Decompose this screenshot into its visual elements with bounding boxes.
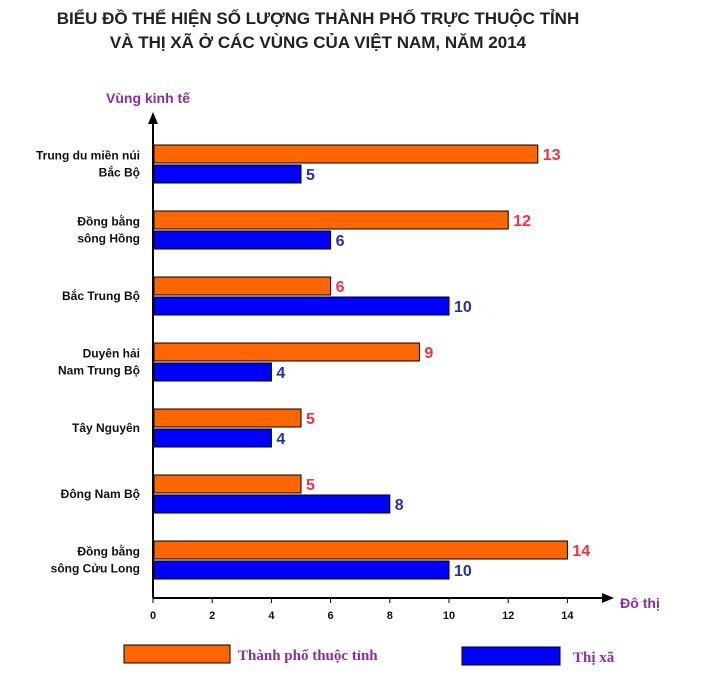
legend: Thành phố thuộc tỉnh Thị xã (123, 644, 615, 666)
bar-thanh-pho-4 (153, 408, 302, 428)
chart-title-line-2: VÀ THỊ XÃ Ở CÁC VÙNG CỦA VIỆT NAM, NĂM 2… (110, 32, 527, 52)
bar-thi-xa-5 (153, 494, 391, 514)
value-label-thi-xa-1: 6 (336, 233, 345, 250)
bar-thanh-pho-5 (153, 474, 302, 494)
category-label-0-line-0: Trung du miền núi (36, 149, 140, 163)
category-label-2-line-0: Bắc Trung Bộ (62, 288, 140, 303)
value-label-thanh-pho-4: 5 (306, 411, 315, 428)
x-axis-arrow (602, 593, 614, 603)
value-label-thi-xa-4: 4 (276, 431, 285, 448)
category-label-0-line-1: Bắc Bộ (99, 165, 140, 180)
bar-thanh-pho-1 (153, 210, 509, 230)
y-axis-title: Vùng kinh tế (106, 90, 190, 106)
bar-thanh-pho-6 (153, 540, 568, 560)
bar-thi-xa-1 (153, 230, 332, 250)
legend-swatch-thanh-pho (123, 644, 231, 664)
bar-thi-xa-6 (153, 560, 450, 580)
category-label-5-line-0: Đông Nam Bộ (61, 487, 140, 501)
x-tick-label-12: 12 (502, 610, 514, 622)
legend-swatch-thi-xa (461, 646, 561, 666)
value-label-thi-xa-6: 10 (454, 563, 472, 580)
value-label-thi-xa-3: 4 (276, 365, 285, 382)
bar-thi-xa-0 (153, 164, 302, 184)
category-label-6-line-0: Đồng bằng (77, 544, 140, 559)
x-tick-label-14: 14 (561, 610, 574, 622)
ticks-group: 0 2 4 6 8 10 12 14 (150, 598, 574, 622)
bar-thanh-pho-2 (153, 276, 332, 296)
value-label-thi-xa-2: 10 (454, 299, 472, 316)
value-label-thi-xa-0: 5 (306, 167, 315, 184)
category-label-3-line-1: Nam Trung Bộ (58, 364, 140, 378)
value-label-thanh-pho-6: 14 (572, 543, 590, 560)
value-label-thanh-pho-3: 9 (424, 345, 433, 362)
category-label-1-line-0: Đồng bằng (77, 214, 140, 229)
bar-thi-xa-3 (153, 362, 272, 382)
x-tick-label-4: 4 (268, 610, 275, 622)
x-tick-label-10: 10 (443, 610, 455, 622)
bar-thi-xa-4 (153, 428, 272, 448)
value-label-thanh-pho-1: 12 (513, 213, 531, 230)
x-tick-label-0: 0 (150, 610, 156, 622)
value-label-thanh-pho-2: 6 (336, 279, 345, 296)
x-tick-label-8: 8 (387, 610, 393, 622)
x-tick-label-6: 6 (328, 610, 334, 622)
axes-group (148, 112, 614, 603)
category-label-1-line-1: sông Hồng (77, 232, 140, 246)
chart-title: BIỂU ĐỒ THỂ HIỆN SỐ LƯỢNG THÀNH PHỐ TRỰC… (57, 8, 579, 52)
category-label-6-line-1: sông Cửu Long (51, 562, 140, 576)
chart-title-line-1: BIỂU ĐỒ THỂ HIỆN SỐ LƯỢNG THÀNH PHỐ TRỰC… (57, 8, 579, 28)
value-label-thanh-pho-0: 13 (543, 147, 561, 164)
value-label-thi-xa-5: 8 (395, 497, 404, 514)
x-axis-title: Đô thị (620, 595, 660, 611)
legend-label-thanh-pho: Thành phố thuộc tỉnh (238, 648, 378, 664)
bars-group: 13 5 12 6 6 10 9 4 5 4 5 8 14 10 (153, 144, 590, 580)
category-label-3-line-0: Duyên hải (83, 347, 140, 361)
bar-thi-xa-2 (153, 296, 450, 316)
legend-label-thi-xa: Thị xã (573, 650, 615, 666)
value-label-thanh-pho-5: 5 (306, 477, 315, 494)
category-labels-group: Trung du miền núi Bắc Bộ Đồng bằng sông Hồn… (36, 149, 140, 576)
y-axis-arrow (148, 112, 158, 124)
category-label-4-line-0: Tây Nguyên (72, 421, 140, 435)
bar-thanh-pho-0 (153, 144, 539, 164)
x-tick-label-2: 2 (209, 610, 215, 622)
bar-thanh-pho-3 (153, 342, 420, 362)
